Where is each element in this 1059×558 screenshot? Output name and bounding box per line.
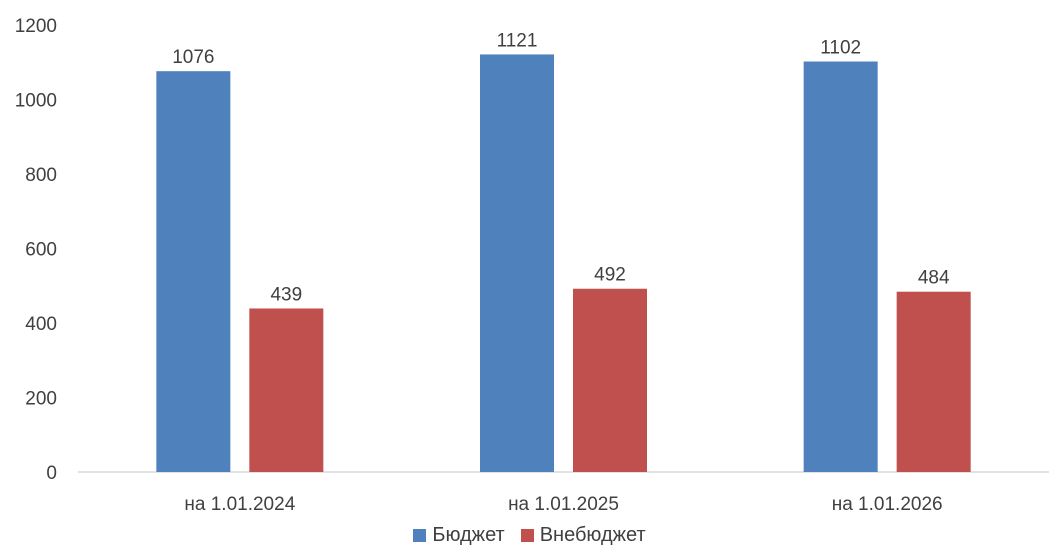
y-tick-label: 400 xyxy=(25,314,57,335)
bar-budget xyxy=(480,54,554,473)
data-label: 484 xyxy=(918,268,950,289)
legend: Бюджет Внебюджет xyxy=(0,520,1059,550)
y-tick-label: 200 xyxy=(25,389,57,410)
chart-canvas: 0 200 400 600 800 1000 1200 1076 439 на 1.01.2024… xyxy=(15,16,1049,515)
x-tick-label: на 1.01.2024 xyxy=(184,494,295,515)
data-label: 492 xyxy=(594,265,626,286)
bar-extrabudget xyxy=(249,308,324,472)
legend-item-budget: Бюджет xyxy=(413,523,505,547)
data-label: 1102 xyxy=(820,38,861,59)
y-tick-label: 0 xyxy=(46,463,57,484)
bar-budget xyxy=(156,71,231,472)
legend-label-budget: Бюджет xyxy=(432,523,505,546)
data-label: 1121 xyxy=(497,30,538,51)
legend-swatch-budget xyxy=(413,528,427,542)
legend-item-extrabudget: Внебюджет xyxy=(520,523,646,547)
y-tick-label: 1200 xyxy=(15,16,57,37)
bar-budget xyxy=(803,61,878,472)
x-tick-label: на 1.01.2025 xyxy=(508,494,619,515)
y-tick-label: 600 xyxy=(25,240,57,261)
y-tick-label: 1000 xyxy=(15,91,57,112)
bar-extrabudget xyxy=(573,288,647,472)
y-tick-label: 800 xyxy=(25,165,57,186)
data-label: 439 xyxy=(270,284,302,305)
data-label: 1076 xyxy=(172,47,214,68)
legend-swatch-extrabudget xyxy=(520,528,534,542)
legend-label-extrabudget: Внебюджет xyxy=(539,523,646,546)
x-tick-label: на 1.01.2026 xyxy=(832,494,943,515)
bar-extrabudget xyxy=(896,291,971,472)
